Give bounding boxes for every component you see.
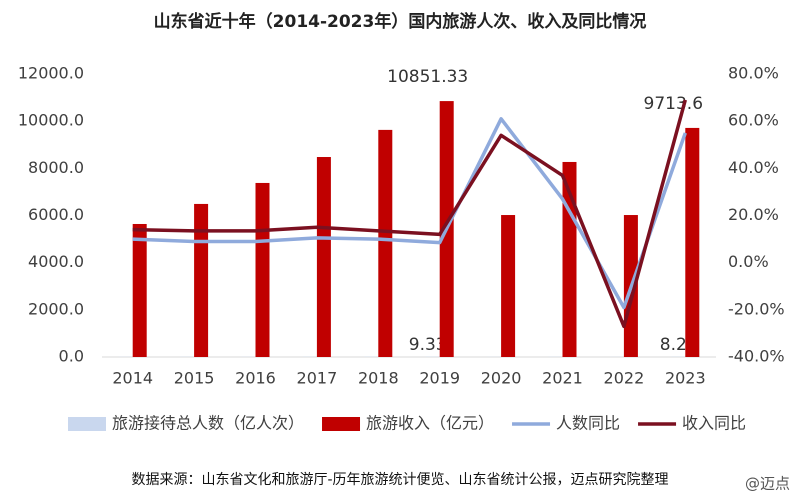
bar bbox=[255, 182, 270, 357]
legend-swatch bbox=[68, 417, 106, 431]
y2-tick-label: -40.0% bbox=[728, 347, 785, 366]
line bbox=[132, 99, 687, 329]
bar bbox=[685, 127, 700, 358]
data-label: 8.2 bbox=[660, 335, 687, 355]
y-tick-label: 4000.0 bbox=[28, 252, 84, 271]
x-tick-label: 2014 bbox=[112, 369, 153, 388]
y2-tick-label: 20.0% bbox=[728, 205, 779, 224]
y-tick-label: 12000.0 bbox=[18, 64, 84, 83]
y2-tick-label: 40.0% bbox=[728, 158, 779, 177]
x-tick-label: 2022 bbox=[604, 369, 645, 388]
x-tick-label: 2021 bbox=[542, 369, 583, 388]
bar bbox=[378, 129, 393, 357]
y-tick-label: 8000.0 bbox=[28, 158, 84, 177]
data-label: 10851.33 bbox=[387, 67, 468, 87]
y-tick-label: 10000.0 bbox=[18, 111, 84, 130]
line bbox=[132, 117, 687, 310]
x-tick-label: 2017 bbox=[297, 369, 338, 388]
y2-tick-label: -20.0% bbox=[728, 299, 785, 318]
legend-label: 旅游接待总人数（亿人次） bbox=[112, 414, 304, 433]
x-tick-label: 2016 bbox=[235, 369, 276, 388]
bar bbox=[501, 215, 516, 357]
x-tick-label: 2018 bbox=[358, 369, 399, 388]
x-tick-label: 2023 bbox=[665, 369, 706, 388]
x-tick-label: 2020 bbox=[481, 369, 522, 388]
legend-label: 人数同比 bbox=[556, 414, 620, 433]
y2-tick-label: 0.0% bbox=[728, 252, 769, 271]
source-note: 数据来源：山东省文化和旅游厅-历年旅游统计便览、山东省统计公报，迈点研究院整理 bbox=[131, 472, 668, 488]
chart-title: 山东省近十年（2014-2023年）国内旅游人次、收入及同比情况 bbox=[154, 11, 647, 32]
bar bbox=[194, 203, 209, 357]
x-tick-label: 2015 bbox=[174, 369, 215, 388]
y-tick-label: 6000.0 bbox=[28, 205, 84, 224]
bar bbox=[562, 161, 577, 357]
bar bbox=[132, 223, 147, 357]
y2-tick-label: 80.0% bbox=[728, 64, 779, 83]
watermark: @迈点 bbox=[745, 475, 790, 493]
y-tick-label: 2000.0 bbox=[28, 299, 84, 318]
x-tick-label: 2019 bbox=[419, 369, 460, 388]
bar bbox=[316, 157, 331, 357]
data-label: 9713.6 bbox=[644, 94, 703, 114]
y2-tick-label: 60.0% bbox=[728, 111, 779, 130]
legend-label: 收入同比 bbox=[682, 414, 746, 433]
legend-label: 旅游收入（亿元） bbox=[366, 414, 494, 433]
y-tick-label: 0.0 bbox=[59, 347, 84, 366]
data-label: 9.33 bbox=[409, 335, 447, 355]
legend-swatch bbox=[322, 417, 361, 431]
